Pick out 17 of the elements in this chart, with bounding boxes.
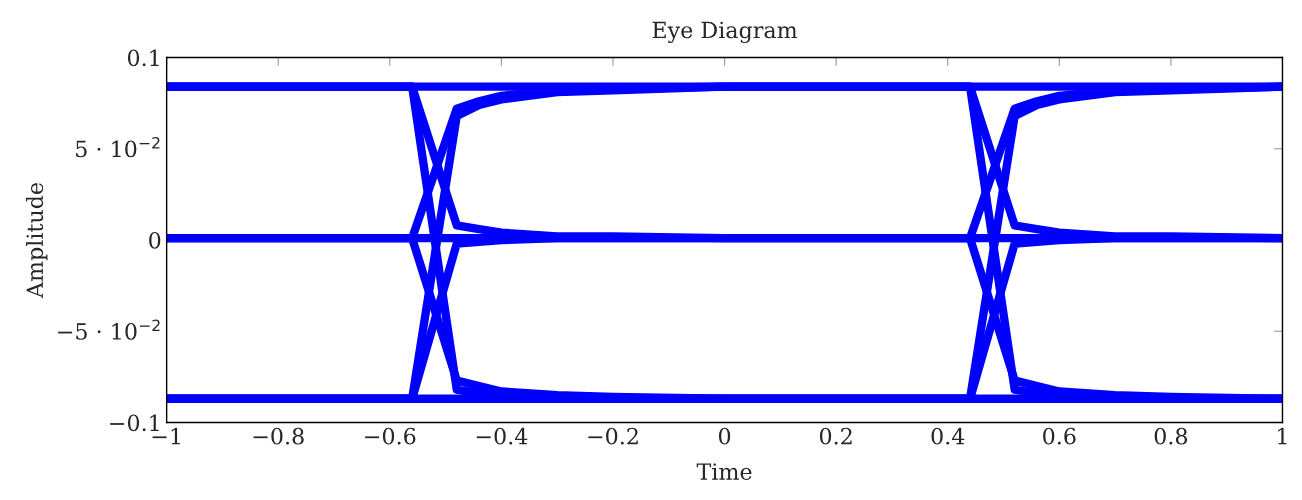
x-tick-label: −0.2 — [588, 427, 638, 445]
x-tick-label: 1 — [1278, 427, 1287, 445]
chart-title: Eye Diagram — [652, 21, 798, 43]
x-tick-label: −0.8 — [253, 427, 304, 445]
x-tick-label: 0 — [718, 427, 731, 445]
x-tick-label: 0.8 — [1154, 427, 1188, 445]
y-tick-label: 0.1 — [127, 49, 159, 67]
x-tick-label: 0.4 — [931, 427, 965, 445]
y-tick-label: 5 · 10$^{−2}$ — [76, 136, 160, 158]
x-tick-label: 0.2 — [819, 427, 852, 445]
y-axis-title: Amplitude — [25, 183, 48, 299]
x-tick-label: −0.4 — [476, 427, 528, 445]
x-tick-label: 0.6 — [1043, 427, 1076, 445]
x-axis-title: Time — [696, 463, 752, 480]
y-tick-label: 0 — [149, 231, 161, 249]
y-tick-label: −5 · 10$^{−2}$ — [58, 319, 160, 340]
x-tick-label: −0.6 — [365, 427, 416, 445]
